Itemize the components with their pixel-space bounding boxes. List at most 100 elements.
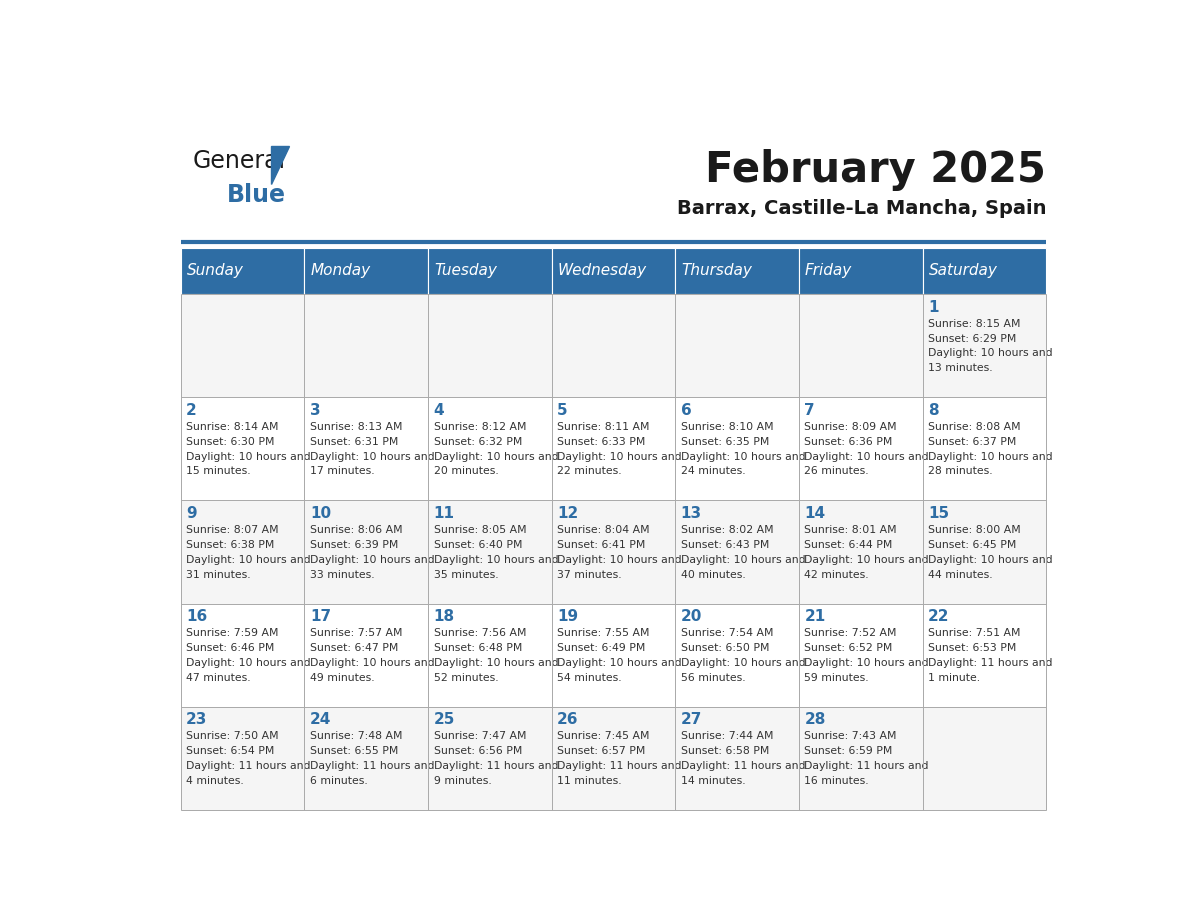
Bar bbox=[181, 707, 304, 810]
Text: 28 minutes.: 28 minutes. bbox=[928, 466, 993, 476]
Text: Friday: Friday bbox=[805, 263, 852, 278]
Bar bbox=[675, 500, 798, 603]
Text: Sunrise: 7:55 AM: Sunrise: 7:55 AM bbox=[557, 628, 650, 638]
Text: 24 minutes.: 24 minutes. bbox=[681, 466, 745, 476]
Text: Daylight: 10 hours and: Daylight: 10 hours and bbox=[187, 452, 311, 462]
Text: Sunset: 6:49 PM: Sunset: 6:49 PM bbox=[557, 644, 645, 653]
Text: Tuesday: Tuesday bbox=[434, 263, 497, 278]
Text: Sunset: 6:29 PM: Sunset: 6:29 PM bbox=[928, 333, 1017, 343]
Text: Daylight: 11 hours and: Daylight: 11 hours and bbox=[928, 658, 1053, 668]
Text: Sunrise: 8:07 AM: Sunrise: 8:07 AM bbox=[187, 525, 279, 535]
Bar bbox=[675, 294, 798, 397]
Bar bbox=[181, 248, 304, 294]
Text: 17: 17 bbox=[310, 610, 331, 624]
Text: 6: 6 bbox=[681, 403, 691, 418]
Text: Sunset: 6:52 PM: Sunset: 6:52 PM bbox=[804, 644, 893, 653]
Text: 7: 7 bbox=[804, 403, 815, 418]
Text: Sunrise: 8:14 AM: Sunrise: 8:14 AM bbox=[187, 422, 279, 431]
Text: Sunrise: 8:06 AM: Sunrise: 8:06 AM bbox=[310, 525, 403, 535]
Text: Monday: Monday bbox=[310, 263, 371, 278]
Text: Daylight: 10 hours and: Daylight: 10 hours and bbox=[557, 658, 682, 668]
Text: 14 minutes.: 14 minutes. bbox=[681, 776, 745, 786]
Bar bbox=[675, 707, 798, 810]
Text: Sunday: Sunday bbox=[187, 263, 244, 278]
Text: Sunrise: 8:01 AM: Sunrise: 8:01 AM bbox=[804, 525, 897, 535]
Text: Sunrise: 7:43 AM: Sunrise: 7:43 AM bbox=[804, 732, 897, 742]
Text: Sunset: 6:58 PM: Sunset: 6:58 PM bbox=[681, 746, 769, 756]
Text: Sunset: 6:59 PM: Sunset: 6:59 PM bbox=[804, 746, 893, 756]
Text: 22: 22 bbox=[928, 610, 949, 624]
Text: 16: 16 bbox=[187, 610, 208, 624]
Text: Sunrise: 7:48 AM: Sunrise: 7:48 AM bbox=[310, 732, 403, 742]
Bar bbox=[923, 603, 1047, 707]
Text: Sunset: 6:36 PM: Sunset: 6:36 PM bbox=[804, 437, 893, 447]
Text: Daylight: 10 hours and: Daylight: 10 hours and bbox=[681, 452, 805, 462]
Text: Sunset: 6:53 PM: Sunset: 6:53 PM bbox=[928, 644, 1017, 653]
Text: Sunset: 6:50 PM: Sunset: 6:50 PM bbox=[681, 644, 770, 653]
Text: Sunrise: 7:56 AM: Sunrise: 7:56 AM bbox=[434, 628, 526, 638]
Text: Sunset: 6:32 PM: Sunset: 6:32 PM bbox=[434, 437, 522, 447]
Bar bbox=[798, 603, 923, 707]
Bar bbox=[428, 294, 551, 397]
Text: 6 minutes.: 6 minutes. bbox=[310, 776, 367, 786]
Text: Sunrise: 7:51 AM: Sunrise: 7:51 AM bbox=[928, 628, 1020, 638]
Text: Daylight: 10 hours and: Daylight: 10 hours and bbox=[804, 452, 929, 462]
Bar bbox=[551, 294, 675, 397]
Text: Sunset: 6:30 PM: Sunset: 6:30 PM bbox=[187, 437, 274, 447]
Bar bbox=[551, 248, 675, 294]
Text: 13 minutes.: 13 minutes. bbox=[928, 364, 993, 374]
Bar bbox=[798, 397, 923, 500]
Text: Daylight: 10 hours and: Daylight: 10 hours and bbox=[187, 658, 311, 668]
Text: 24: 24 bbox=[310, 712, 331, 727]
Text: 14: 14 bbox=[804, 506, 826, 521]
Text: 20: 20 bbox=[681, 610, 702, 624]
Text: Sunrise: 7:54 AM: Sunrise: 7:54 AM bbox=[681, 628, 773, 638]
Text: 1: 1 bbox=[928, 299, 939, 315]
Text: 59 minutes.: 59 minutes. bbox=[804, 673, 870, 683]
Text: 2: 2 bbox=[187, 403, 197, 418]
Text: Sunrise: 7:44 AM: Sunrise: 7:44 AM bbox=[681, 732, 773, 742]
Bar bbox=[428, 248, 551, 294]
Bar bbox=[428, 397, 551, 500]
Bar bbox=[798, 707, 923, 810]
Text: 44 minutes.: 44 minutes. bbox=[928, 569, 993, 579]
Text: 25: 25 bbox=[434, 712, 455, 727]
Text: Daylight: 10 hours and: Daylight: 10 hours and bbox=[310, 658, 435, 668]
Bar bbox=[923, 248, 1047, 294]
Text: Sunrise: 7:47 AM: Sunrise: 7:47 AM bbox=[434, 732, 526, 742]
Bar bbox=[304, 248, 428, 294]
Text: Sunset: 6:46 PM: Sunset: 6:46 PM bbox=[187, 644, 274, 653]
Text: Sunrise: 8:11 AM: Sunrise: 8:11 AM bbox=[557, 422, 650, 431]
Text: Sunrise: 7:57 AM: Sunrise: 7:57 AM bbox=[310, 628, 403, 638]
Text: Daylight: 10 hours and: Daylight: 10 hours and bbox=[804, 554, 929, 565]
Text: 4: 4 bbox=[434, 403, 444, 418]
Text: Sunrise: 8:05 AM: Sunrise: 8:05 AM bbox=[434, 525, 526, 535]
Text: Sunrise: 8:15 AM: Sunrise: 8:15 AM bbox=[928, 319, 1020, 329]
Text: Daylight: 11 hours and: Daylight: 11 hours and bbox=[804, 761, 929, 771]
Bar bbox=[798, 248, 923, 294]
Text: Sunset: 6:38 PM: Sunset: 6:38 PM bbox=[187, 540, 274, 550]
Text: Sunrise: 7:50 AM: Sunrise: 7:50 AM bbox=[187, 732, 279, 742]
Text: 11: 11 bbox=[434, 506, 455, 521]
Text: Sunset: 6:40 PM: Sunset: 6:40 PM bbox=[434, 540, 522, 550]
Text: February 2025: February 2025 bbox=[706, 149, 1047, 191]
Text: Daylight: 11 hours and: Daylight: 11 hours and bbox=[681, 761, 805, 771]
Bar bbox=[675, 603, 798, 707]
Text: Daylight: 10 hours and: Daylight: 10 hours and bbox=[310, 554, 435, 565]
Text: 37 minutes.: 37 minutes. bbox=[557, 569, 621, 579]
Text: Daylight: 11 hours and: Daylight: 11 hours and bbox=[557, 761, 682, 771]
Text: 26: 26 bbox=[557, 712, 579, 727]
Text: 9 minutes.: 9 minutes. bbox=[434, 776, 492, 786]
Text: Daylight: 10 hours and: Daylight: 10 hours and bbox=[434, 452, 558, 462]
Text: 13: 13 bbox=[681, 506, 702, 521]
Text: Sunset: 6:48 PM: Sunset: 6:48 PM bbox=[434, 644, 522, 653]
Text: Daylight: 11 hours and: Daylight: 11 hours and bbox=[310, 761, 435, 771]
Bar bbox=[304, 397, 428, 500]
Bar bbox=[923, 294, 1047, 397]
Text: 49 minutes.: 49 minutes. bbox=[310, 673, 374, 683]
Text: Daylight: 10 hours and: Daylight: 10 hours and bbox=[928, 554, 1053, 565]
Text: Daylight: 10 hours and: Daylight: 10 hours and bbox=[681, 554, 805, 565]
Bar bbox=[675, 248, 798, 294]
Text: 1 minute.: 1 minute. bbox=[928, 673, 980, 683]
Text: Daylight: 10 hours and: Daylight: 10 hours and bbox=[434, 658, 558, 668]
